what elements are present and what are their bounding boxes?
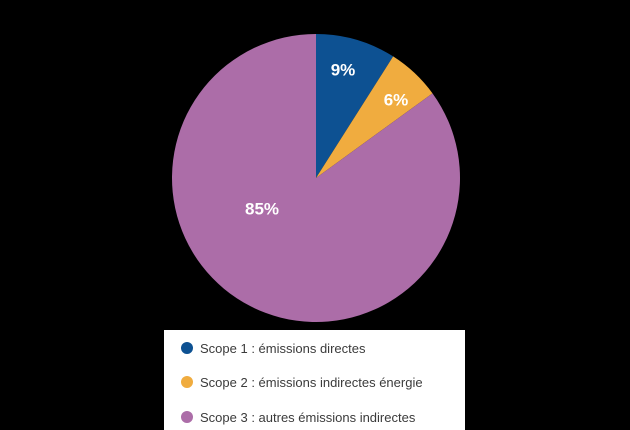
pie-slice-percentage-label: 6% [384,90,409,109]
legend-color-swatch-icon [181,376,193,388]
pie-slice-scope-2[interactable] [316,56,433,178]
legend-item-scope-2[interactable]: Scope 2 : émissions indirectes énergie [181,371,423,393]
pie-slice-percentage-label: 9% [331,60,356,79]
legend-item-scope-3[interactable]: Scope 3 : autres émissions indirectes [181,406,415,428]
chart-legend: Scope 1 : émissions directes Scope 2 : é… [164,330,465,430]
pie-slice-percentage-label: 85% [245,199,279,218]
legend-item-label: Scope 1 : émissions directes [200,340,366,356]
pie-slice-scope-1[interactable] [316,34,394,178]
pie-slice-label-group: 9% 6% 85% [245,60,408,218]
legend-item-label: Scope 2 : émissions indirectes énergie [200,374,423,390]
pie-slice-group [171,34,460,322]
pie-slice-scope-3[interactable] [171,34,460,322]
legend-color-swatch-icon [181,342,193,354]
legend-color-swatch-icon [181,411,193,423]
legend-item-label: Scope 3 : autres émissions indirectes [200,409,416,425]
legend-item-scope-1[interactable]: Scope 1 : émissions directes [181,337,365,359]
